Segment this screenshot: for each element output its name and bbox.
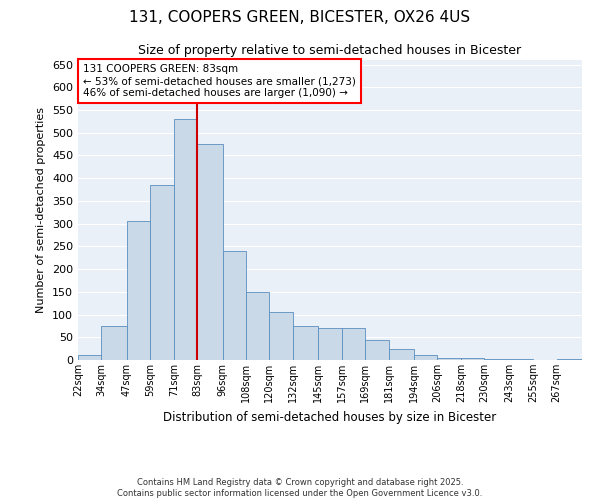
Bar [557,359,582,360]
Bar [414,356,437,360]
Bar [389,348,414,360]
Bar [342,328,365,360]
Bar [150,185,174,360]
Bar [101,326,127,360]
Bar [174,119,197,360]
Y-axis label: Number of semi-detached properties: Number of semi-detached properties [37,107,46,313]
Text: Contains HM Land Registry data © Crown copyright and database right 2025.
Contai: Contains HM Land Registry data © Crown c… [118,478,482,498]
Bar [437,358,461,360]
Text: 131 COOPERS GREEN: 83sqm
← 53% of semi-detached houses are smaller (1,273)
46% o: 131 COOPERS GREEN: 83sqm ← 53% of semi-d… [83,64,356,98]
Bar [246,292,269,360]
Text: 131, COOPERS GREEN, BICESTER, OX26 4US: 131, COOPERS GREEN, BICESTER, OX26 4US [130,10,470,25]
Bar [484,358,510,360]
Bar [365,340,389,360]
Bar [223,251,246,360]
Title: Size of property relative to semi-detached houses in Bicester: Size of property relative to semi-detach… [139,44,521,58]
Bar [510,359,533,360]
Bar [318,328,342,360]
Bar [197,144,223,360]
Bar [461,358,484,360]
Bar [127,222,150,360]
Bar [269,312,293,360]
X-axis label: Distribution of semi-detached houses by size in Bicester: Distribution of semi-detached houses by … [163,410,497,424]
Bar [293,326,318,360]
Bar [78,356,101,360]
